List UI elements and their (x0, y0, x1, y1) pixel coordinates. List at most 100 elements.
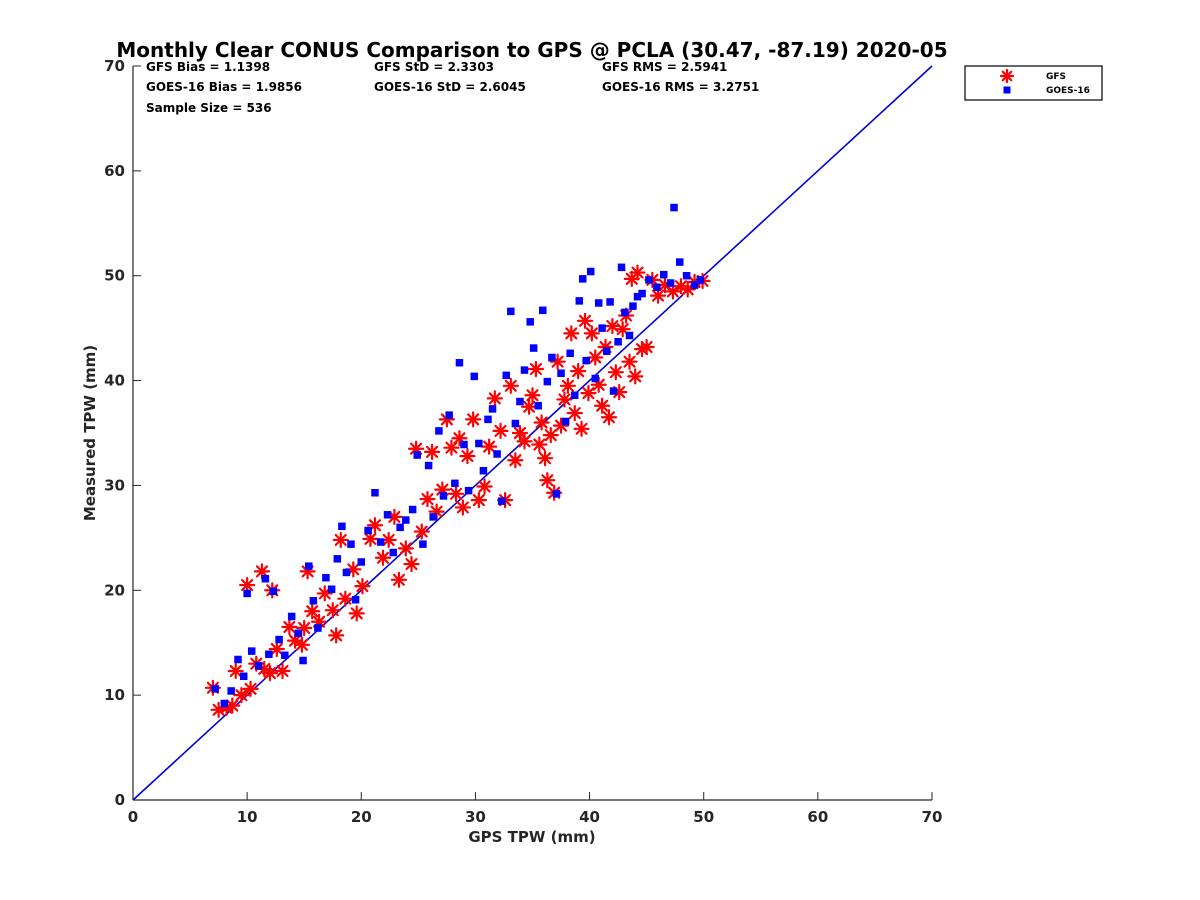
gfs-point (423, 443, 441, 460)
statistics-block: GFS Bias = 1.1398 GFS StD = 2.3303 GFS RMS… (146, 60, 759, 115)
goes16-point (357, 558, 366, 566)
goes16-point (383, 511, 392, 519)
axes: 0 10 20 30 40 50 60 70 0 10 20 30 40 50 60 70 (104, 57, 942, 826)
gfs-point (492, 422, 509, 440)
goes16-point (539, 306, 547, 315)
goes16-point (269, 587, 278, 596)
goes16-point (548, 353, 556, 362)
gfs-point (281, 618, 298, 636)
y-tick-label: 40 (104, 372, 125, 390)
gfs-point (304, 603, 321, 620)
gfs-point (374, 549, 392, 566)
gfs-point (524, 387, 541, 404)
gfs-point (447, 485, 465, 502)
goes16-point (529, 344, 538, 352)
gfs-point (443, 439, 460, 456)
stat-entry: GFS StD = 2.3303 (374, 60, 494, 74)
goes16-point (347, 540, 355, 548)
goes16-point (342, 568, 351, 577)
gfs-point (570, 363, 587, 380)
goes16-point (582, 356, 590, 365)
series-gfs (204, 264, 711, 718)
goes16-point (543, 377, 552, 386)
goes16-point (566, 349, 574, 358)
chart-title: Monthly Clear CONUS Comparison to GPS @ … (116, 38, 947, 62)
goes16-point (275, 635, 283, 644)
stat-entry: GFS RMS = 2.5941 (602, 60, 727, 74)
gfs-point (536, 450, 554, 467)
goes16-point (621, 308, 629, 317)
gfs-point (520, 398, 538, 415)
goes16-point (629, 302, 637, 310)
goes16-point (234, 655, 242, 664)
stat-entry: GOES-16 Bias = 1.9856 (146, 80, 302, 94)
goes16-point (419, 540, 427, 548)
y-tick-label: 60 (104, 162, 125, 180)
goes16-point (211, 685, 219, 693)
goes16-point (364, 526, 372, 535)
gfs-point (566, 404, 583, 422)
goes16-point (227, 687, 235, 695)
stat-entry: Sample Size = 536 (146, 101, 272, 115)
goes16-point (609, 387, 618, 395)
gfs-point (542, 426, 559, 444)
gfs-point (502, 377, 519, 394)
goes16-point (591, 374, 600, 383)
goes16-point (314, 624, 322, 632)
y-tick-label: 20 (104, 581, 125, 599)
goes16-point (488, 405, 497, 413)
goes16-point (561, 417, 570, 426)
goes16-point (435, 427, 443, 435)
goes16-point (243, 589, 251, 598)
goes16-point (413, 451, 421, 459)
gfs-point (563, 325, 580, 342)
goes16-point (502, 371, 510, 380)
gfs-point (664, 283, 681, 300)
goes16-point (594, 299, 603, 307)
gfs-point (507, 452, 524, 469)
goes16-point (333, 555, 342, 563)
gfs-point (604, 317, 621, 335)
gfs-point (486, 390, 503, 407)
goes16-point (408, 505, 417, 514)
goes16-point (338, 522, 346, 531)
goes16-point (598, 324, 606, 332)
goes16-point (516, 397, 524, 406)
gfs-point (679, 281, 696, 298)
goes16-point (666, 279, 675, 287)
goes16-point (470, 372, 479, 381)
goes16-point (479, 466, 488, 475)
goes16-point (497, 497, 506, 505)
gfs-point (459, 447, 476, 465)
gfs-point (527, 360, 545, 378)
goes16-point (439, 492, 448, 500)
gfs-point (324, 602, 341, 619)
gfs-point (413, 523, 430, 540)
stat-entry: GFS Bias = 1.1398 (146, 60, 270, 74)
gfs-point (627, 368, 644, 385)
y-tick-label: 50 (104, 267, 125, 285)
x-axis-label: GPS TPW (mm) (468, 828, 595, 846)
gfs-point (403, 555, 420, 573)
gfs-point (293, 636, 311, 653)
gfs-point (274, 662, 291, 680)
y-tick-label: 10 (104, 686, 125, 704)
gfs-point (516, 433, 533, 450)
gfs-point (224, 697, 241, 714)
goes16-point (653, 283, 661, 291)
gfs-point (337, 590, 354, 607)
goes16-point (445, 411, 453, 419)
gfs-point (614, 321, 631, 338)
goes16-point (511, 419, 520, 428)
goes16-point (660, 270, 668, 279)
goes16-point (645, 276, 653, 284)
goes16-point (327, 585, 336, 593)
goes16-point (675, 258, 684, 266)
legend-label: GOES-16 (1046, 86, 1090, 96)
gfs-point (587, 349, 604, 366)
gfs-point (559, 377, 576, 394)
gfs-point (419, 490, 436, 508)
gfs-point (328, 627, 345, 644)
gfs-point (533, 414, 550, 431)
